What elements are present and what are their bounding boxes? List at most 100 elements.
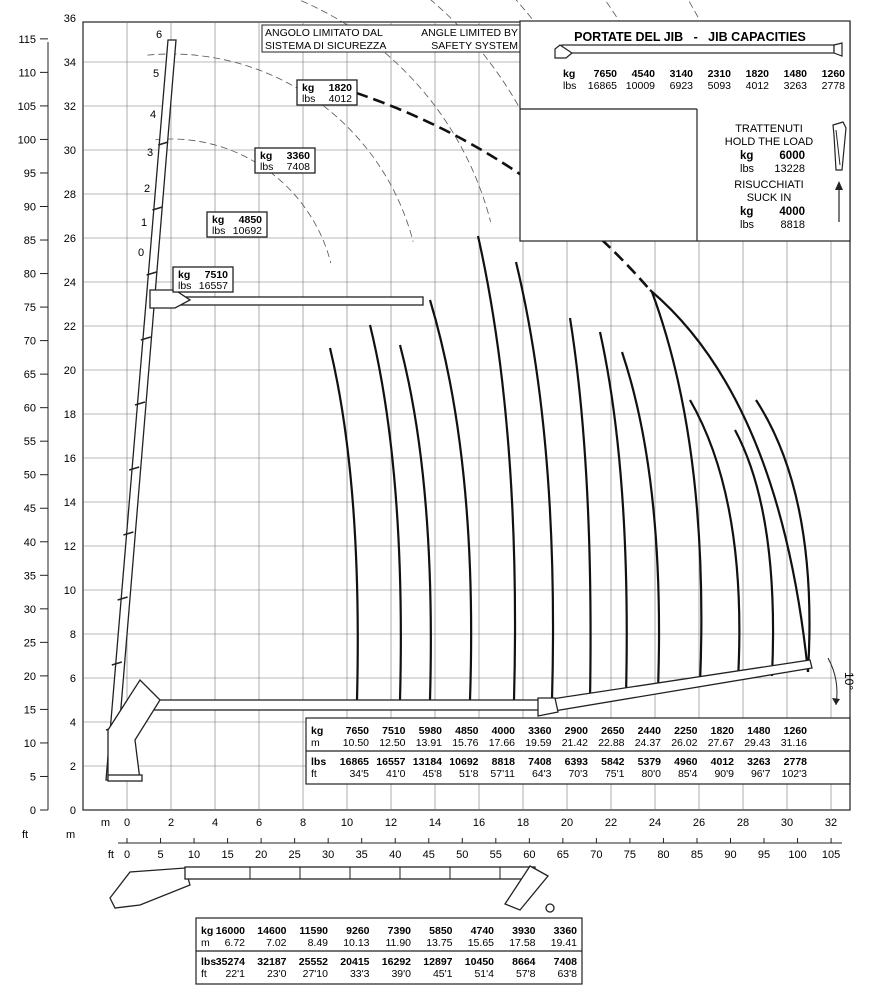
main-ft-value: 70'3: [568, 768, 588, 780]
main-kg-value: 2650: [601, 725, 625, 737]
jib-position-number: 1: [141, 217, 147, 229]
main-lbs-value: 2778: [784, 756, 808, 768]
x-ft-tick: 45: [423, 849, 435, 861]
main-kg-value: 7650: [346, 725, 370, 737]
jib-position-number: 2: [144, 183, 150, 195]
load-label-kg: 4850: [239, 214, 263, 226]
bottom-lbs-value: 35274: [216, 956, 245, 968]
load-curve: [568, 317, 592, 701]
bottom-lbs-label: lbs: [201, 956, 216, 968]
bottom-kg-value: 14600: [257, 925, 286, 937]
jib-position-number: 5: [153, 68, 159, 80]
main-lbs-label: lbs: [311, 756, 326, 768]
main-lbs-value: 5379: [638, 756, 662, 768]
load-label-box: [254, 147, 316, 174]
bottom-kg-value: 7390: [388, 925, 412, 937]
y-m-tick: 30: [64, 145, 76, 157]
x-m-tick: 4: [212, 817, 218, 829]
load-curve: [428, 299, 473, 701]
boom-ridge: [134, 401, 146, 406]
x-m-tick: 10: [341, 817, 353, 829]
jib-position-number: 0: [138, 247, 144, 259]
y-m-tick: 18: [64, 409, 76, 421]
load-curve: [328, 347, 359, 701]
main-boom-horizontal: [144, 699, 546, 711]
y-m-tick: 2: [70, 761, 76, 773]
angle-note-it-2: SISTEMA DI SICUREZZA: [265, 40, 386, 52]
y-m-tick: 4: [70, 717, 76, 729]
main-ft-value: 41'0: [386, 768, 406, 780]
hold-kg-label: kg: [740, 150, 753, 162]
y-ft-tick: 110: [18, 67, 36, 79]
boom-ridge: [140, 336, 152, 341]
load-label-lbs-unit: lbs: [302, 93, 315, 105]
y-ft-tick: 0: [30, 805, 36, 817]
bottom-lbs-value: 20415: [340, 956, 369, 968]
suck-it: RISUCCHIATI: [734, 179, 803, 191]
x-ft-tick: 10: [188, 849, 200, 861]
bottom-kg-value: 3930: [512, 925, 536, 937]
x-ft-tick: 55: [490, 849, 502, 861]
x-ft-tick: 70: [590, 849, 602, 861]
load-label-lbs: 10692: [233, 225, 262, 237]
main-lbs-value: 5842: [601, 756, 625, 768]
y-ft-tick: 50: [24, 470, 36, 482]
y-ft-unit: ft: [22, 829, 28, 841]
suck-en: SUCK IN: [747, 192, 792, 204]
jib-hook-icon: [832, 121, 847, 171]
x-m-tick: 6: [256, 817, 262, 829]
bottom-m-value: 17.58: [509, 937, 535, 949]
bottom-lbs-value: 32187: [257, 956, 286, 968]
jib-kg-label: kg: [563, 68, 575, 80]
jib-lbs-values: 16865 10009 6923 5093 4012 3263 2778: [588, 80, 845, 92]
main-kg-value: 5980: [419, 725, 443, 737]
jib-lbs-label: lbs: [563, 80, 576, 92]
jib-angle-marker: 10°: [827, 657, 856, 706]
bottom-m-value: 19.41: [551, 937, 577, 949]
x-ft-tick: 95: [758, 849, 770, 861]
load-label-lbs: 4012: [329, 93, 353, 105]
suck-arrow-icon: [835, 181, 843, 222]
main-lbs-value: 10692: [449, 756, 478, 768]
load-label-lbs: 7408: [287, 161, 311, 173]
boom-ridge: [152, 206, 163, 211]
jib-kg-value: 3140: [670, 68, 694, 80]
main-ft-value: 57'11: [490, 768, 515, 780]
y-m-tick: 6: [70, 673, 76, 685]
main-m-value: 24.37: [635, 737, 661, 749]
main-m-value: 15.76: [452, 737, 478, 749]
main-m-value: 27.67: [708, 737, 734, 749]
bottom-ft-value: 57'8: [516, 968, 536, 980]
x-ft-tick: 80: [657, 849, 669, 861]
boom-ridge: [123, 531, 134, 536]
bottom-m-label: m: [201, 937, 210, 949]
load-label-box: [172, 266, 234, 293]
x-ft-tick: 75: [624, 849, 636, 861]
jib-capacities-panel: PORTATE DEL JIB - JIB CAPACITIES kg lbs …: [519, 20, 851, 242]
boom-ridge: [146, 271, 157, 276]
jib-icon-small: [554, 42, 843, 59]
load-label-kg-unit: kg: [178, 269, 190, 281]
y-ft-tick: 35: [24, 570, 36, 582]
hold-kg: 6000: [779, 150, 805, 162]
y-m-tick: 22: [64, 321, 76, 333]
angle-note-en-2: SAFETY SYSTEM: [431, 40, 518, 52]
jib-lbs-value: 6923: [670, 80, 694, 92]
x-m-tick: 0: [124, 817, 130, 829]
x-ft-tick: 105: [822, 849, 840, 861]
main-ft-value: 90'9: [714, 768, 734, 780]
load-curve: [755, 399, 811, 673]
bottom-m-value: 13.75: [426, 937, 452, 949]
suck-lbs-label: lbs: [740, 219, 755, 231]
jib-joint: [537, 697, 559, 717]
y-m-tick: 0: [70, 805, 76, 817]
main-lbs-value: 13184: [413, 756, 442, 768]
angle-note-it-1: ANGOLO LIMITATO DAL: [265, 27, 383, 39]
bottom-lbs-value: 25552: [299, 956, 328, 968]
chart-axes: 0246810121416182022242628303234360510152…: [18, 13, 842, 861]
load-label-box: [296, 79, 358, 106]
x-ft-tick: 40: [389, 849, 401, 861]
jib-lbs-value: 5093: [708, 80, 732, 92]
main-m-value: 13.91: [416, 737, 442, 749]
